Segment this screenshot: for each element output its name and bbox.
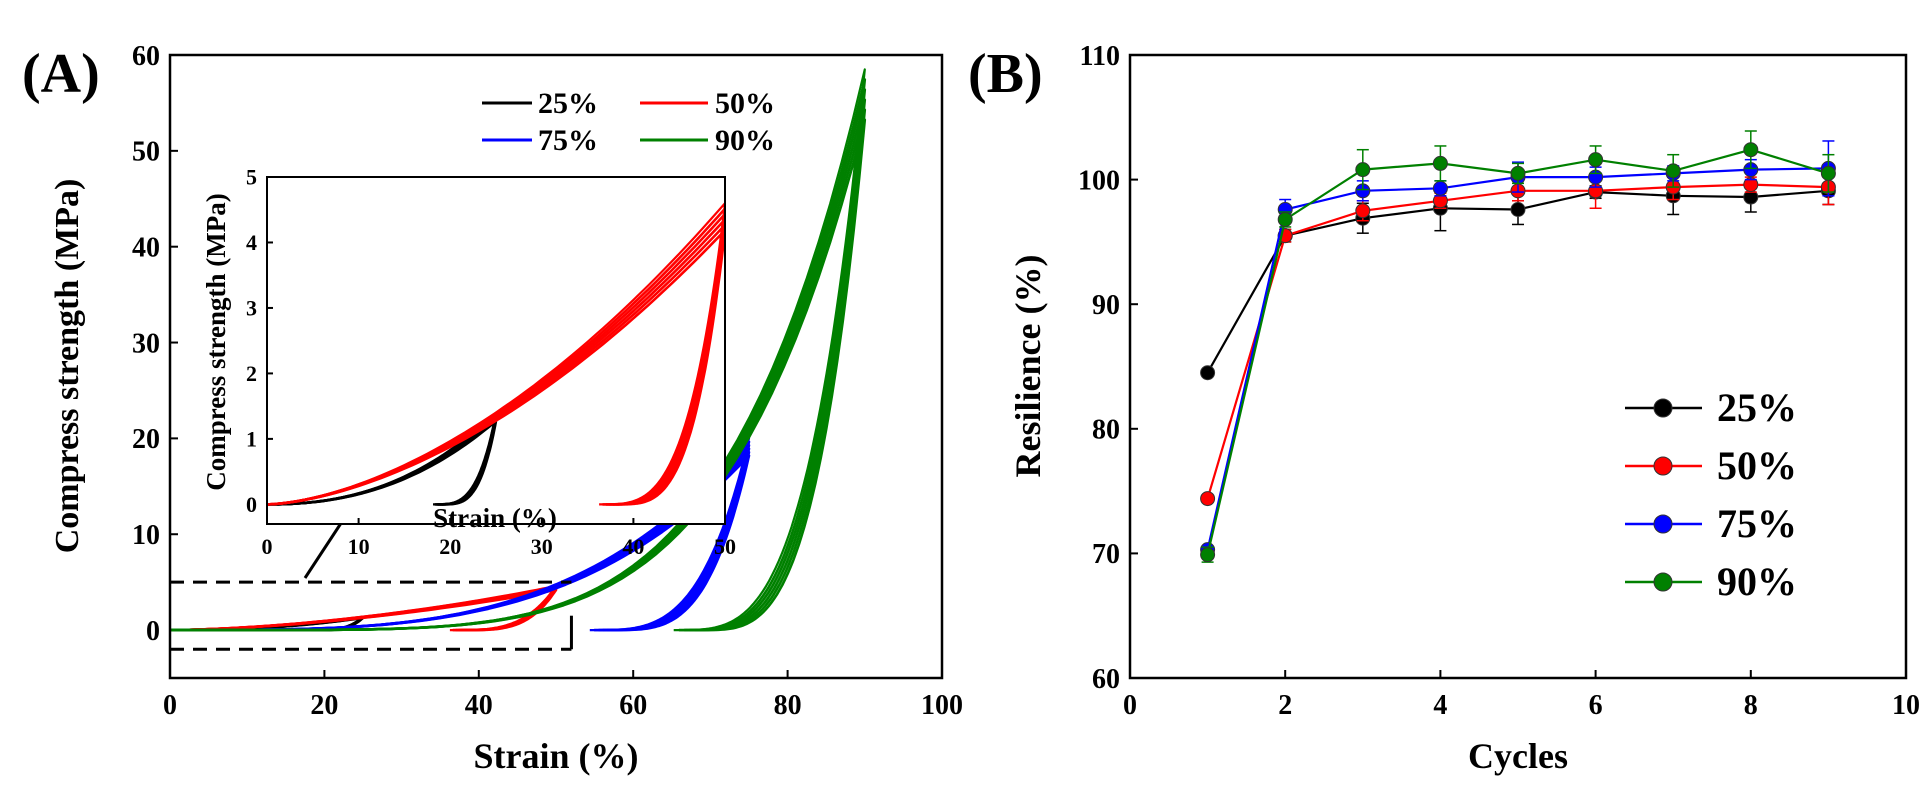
panel-b-x-tick-label: 10	[1892, 690, 1920, 721]
panel-b-point-75pct	[1432, 180, 1448, 196]
panel-a-y-tick-label: 30	[132, 328, 160, 359]
panel-a-y-tick-label: 0	[146, 616, 160, 647]
panel-b-point-90pct	[1510, 165, 1526, 181]
panel-a-x-tick-label: 60	[619, 690, 647, 721]
panel-a-loop-75pct	[170, 454, 751, 632]
panel-a-y-tick-label: 40	[132, 232, 160, 263]
panel-a-x-tick-label: 20	[310, 690, 338, 721]
panel-b-series	[1200, 130, 1836, 563]
panel-b-x-tick-label: 4	[1433, 690, 1447, 721]
inset-y-tick-label: 0	[246, 492, 257, 517]
panel-b-y-tick-label: 110	[1080, 41, 1120, 72]
panel-b-point-90pct	[1277, 211, 1293, 227]
panel-b-point-50pct	[1200, 491, 1216, 507]
panel-b: (B) 60 70 80 90 100 110 0 2 4 6 8 10 Cycles Resili…	[968, 41, 1920, 776]
legend-a-label-75: 75%	[538, 124, 598, 157]
panel-b-x-tick-label: 2	[1278, 690, 1292, 721]
inset-y-tick-label: 1	[246, 427, 257, 452]
inset-y-tick-label: 3	[246, 296, 257, 321]
inset-y-tick-label: 5	[246, 165, 257, 190]
panel-b-y-tick-label: 60	[1092, 664, 1120, 695]
panel-a-loop-50pct	[169, 584, 558, 632]
panel-b-point-90pct	[1200, 547, 1216, 563]
legend-b-label-25: 25%	[1717, 385, 1797, 430]
panel-b-y-tick-label: 80	[1092, 415, 1120, 446]
panel-b-label: (B)	[968, 43, 1043, 105]
legend-a-label-90: 90%	[715, 124, 775, 157]
panel-b-point-25pct	[1200, 365, 1216, 381]
panel-b-y-tick-label: 100	[1078, 165, 1120, 196]
panel-b-x-tick-label: 0	[1123, 690, 1137, 721]
panel-a-y-tick-label: 50	[132, 137, 160, 168]
panel-b-line-75pct	[1206, 167, 1829, 550]
panel-b-point-90pct	[1588, 152, 1604, 168]
panel-b-point-90pct	[1820, 165, 1836, 181]
panel-a-loop-50pct	[169, 586, 558, 632]
panel-b-point-25pct	[1510, 202, 1526, 218]
panel-a-loop-50pct	[169, 587, 558, 632]
legend-b-marker-90pct	[1653, 572, 1673, 592]
panel-b-point-50pct	[1355, 203, 1371, 219]
panel-a-loop-90pct	[170, 118, 867, 632]
panel-a-x-tick-label: 0	[163, 690, 177, 721]
panel-b-point-90pct	[1665, 163, 1681, 179]
panel-b-point-90pct	[1355, 162, 1371, 178]
inset-x-label: Strain (%)	[433, 503, 557, 533]
inset-x-tick-label: 50	[714, 534, 736, 559]
panel-b-legend-items	[1625, 398, 1702, 592]
legend-b-label-75: 75%	[1717, 501, 1797, 546]
inset: 0 1 2 3 4 5 0 10 20 30 40 50 Strain (%) Compress s…	[201, 165, 736, 559]
panel-a-series	[169, 68, 867, 632]
panel-a-label: (A)	[22, 43, 100, 105]
panel-b-y-ticks: 60 70 80 90 100 110	[1078, 41, 1138, 695]
inset-series	[267, 202, 725, 506]
panel-a-loop-50pct	[169, 588, 558, 632]
panel-a-y-tick-label: 60	[132, 41, 160, 72]
inset-x-tick-label: 30	[531, 534, 553, 559]
inset-x-tick-label: 40	[622, 534, 644, 559]
panel-a-y-label: Compress strength (MPa)	[49, 179, 86, 554]
panel-a-x-tick-label: 40	[465, 690, 493, 721]
inset-x-tick-label: 0	[262, 534, 273, 559]
inset-y-tick-label: 2	[246, 361, 257, 386]
inset-x-tick-label: 10	[348, 534, 370, 559]
inset-loop-50pct	[267, 229, 725, 506]
panel-a-legend: 25% 50% 75% 90%	[482, 87, 775, 157]
panel-a-x-label: Strain (%)	[474, 736, 639, 776]
panel-b-plot-frame	[1128, 53, 1908, 680]
panel-a-loop-50pct	[169, 585, 558, 632]
inset-background	[267, 177, 725, 524]
legend-b-marker-25pct	[1653, 398, 1673, 418]
inset-y-tick-label: 4	[246, 230, 257, 255]
panel-b-point-90pct	[1432, 155, 1448, 171]
legend-a-label-50: 50%	[715, 87, 775, 120]
panel-a-x-ticks: 0 20 40 60 80 100	[163, 670, 963, 721]
panel-b-point-90pct	[1743, 142, 1759, 158]
panel-b-legend: 25% 50% 75% 90%	[1625, 385, 1797, 604]
panel-b-y-tick-label: 70	[1092, 539, 1120, 570]
panel-b-x-label: Cycles	[1468, 736, 1568, 776]
legend-b-label-50: 50%	[1717, 443, 1797, 488]
panel-b-x-ticks: 0 2 4 6 8 10	[1123, 670, 1920, 721]
panel-a-x-tick-label: 80	[774, 690, 802, 721]
panel-a-y-tick-label: 20	[132, 424, 160, 455]
inset-y-label: Compress strength (MPa)	[201, 193, 231, 490]
legend-b-marker-50pct	[1653, 456, 1673, 476]
legend-b-label-90: 90%	[1717, 559, 1797, 604]
panel-b-x-tick-label: 8	[1744, 690, 1758, 721]
inset-x-tick-label: 20	[439, 534, 461, 559]
panel-a-y-tick-label: 10	[132, 520, 160, 551]
inset-plot-frame	[266, 176, 726, 525]
panel-a-loop-50pct	[169, 587, 558, 632]
panel-b-x-tick-label: 6	[1589, 690, 1603, 721]
panel-a-x-tick-label: 100	[921, 690, 963, 721]
panel-a-plot-frame	[168, 53, 944, 680]
legend-a-label-25: 25%	[538, 87, 598, 120]
panel-b-y-tick-label: 90	[1092, 290, 1120, 321]
panel-b-y-label: Resilience (%)	[1008, 255, 1048, 478]
legend-b-marker-75pct	[1653, 514, 1673, 534]
